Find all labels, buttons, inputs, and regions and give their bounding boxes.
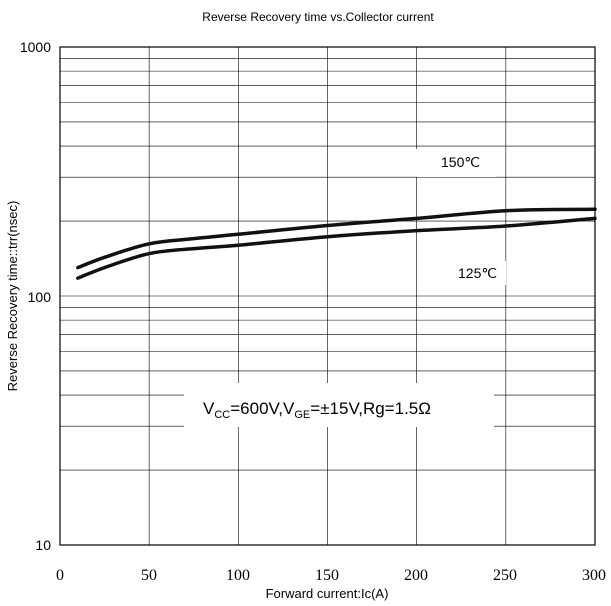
condition-text: VCC=600V,VGE=±15V,Rg=1.5Ω [203,399,431,421]
y-tick-label: 100 [28,289,52,305]
x-axis-label: Forward current:Ic(A) [266,586,389,601]
x-tick-label: 50 [141,567,157,584]
x-tick-label: 250 [493,567,517,584]
condition-mask [184,383,494,427]
curves [76,207,597,280]
y-axis-label: Reverse Recovery time::trr(nsec) [5,201,20,392]
x-tick-label: 300 [582,567,606,584]
y-tick-label: 1000 [20,39,51,55]
x-tick-label: 0 [56,567,64,584]
series-line-150c [76,207,597,270]
grid-lines [60,47,595,545]
x-tick-label: 200 [404,567,428,584]
series-line-125c [76,216,597,280]
series-label-150c: 150℃ [441,154,480,170]
plot-frame [59,46,596,546]
x-tick-label: 100 [226,567,250,584]
x-tick-label: 150 [315,567,339,584]
series-label-125c: 125℃ [458,265,497,281]
chart-title: Reverse Recovery time vs.Collector curre… [202,10,434,24]
label-mask-150c [416,149,496,177]
label-mask-125c [441,261,506,285]
y-tick-label: 10 [35,537,51,553]
